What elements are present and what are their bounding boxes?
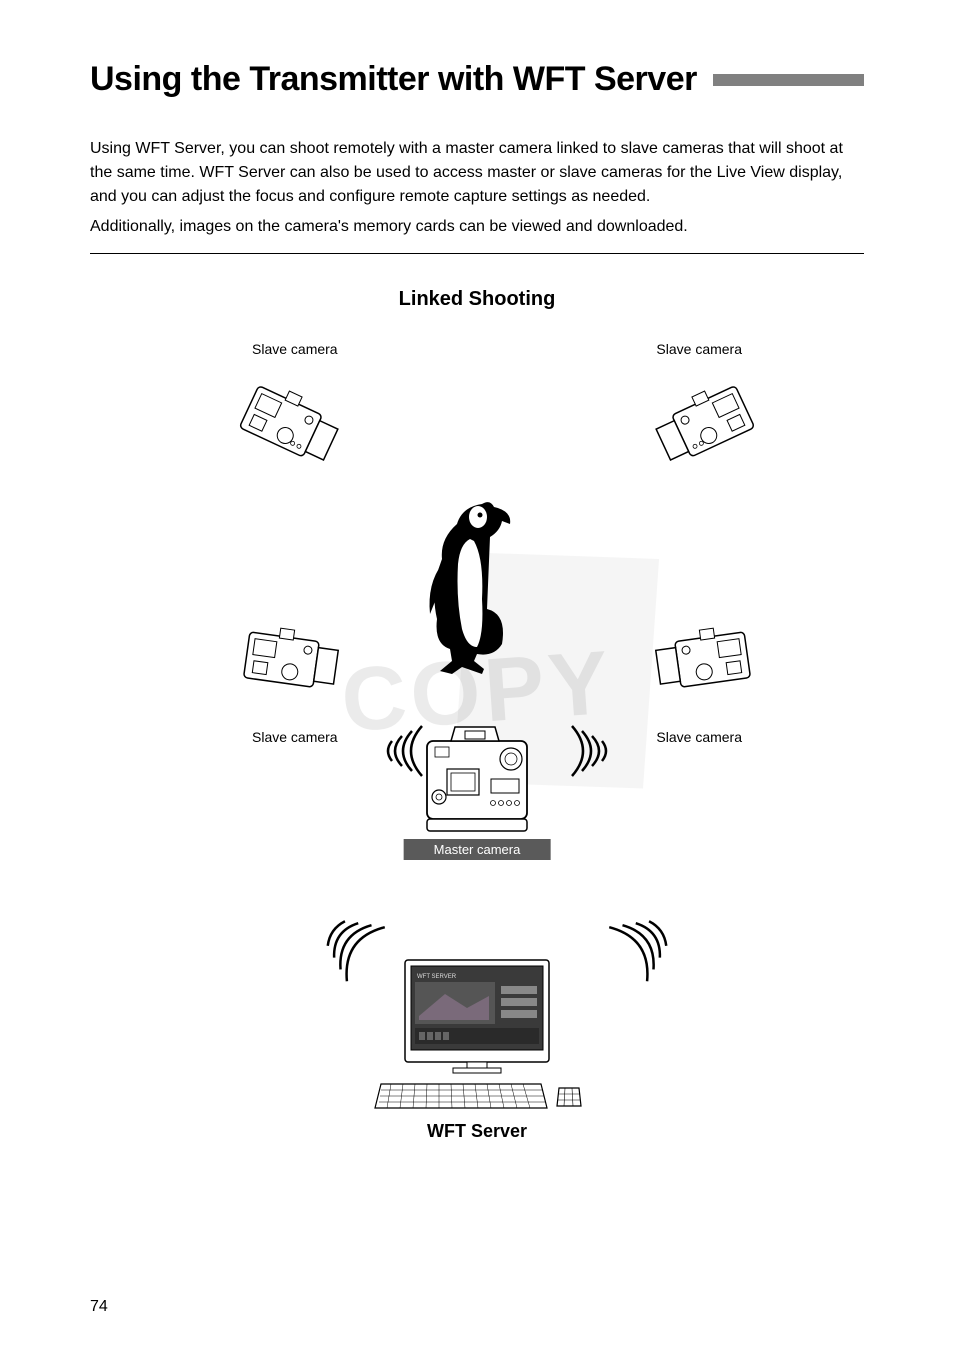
title-accent-bar <box>713 74 864 86</box>
page-title: Using the Transmitter with WFT Server <box>90 60 697 99</box>
wft-server-computer-icon: WFT SERVER <box>367 956 587 1116</box>
divider <box>90 253 864 254</box>
slave-camera-icon-tr <box>642 371 762 471</box>
wireless-waves-br-icon <box>602 896 692 986</box>
master-camera-label: Master camera <box>404 839 551 860</box>
intro-paragraph-2: Additionally, images on the camera's mem… <box>90 215 864 239</box>
screen-title: WFT SERVER <box>417 974 457 980</box>
wireless-waves-right-icon <box>552 711 632 791</box>
wft-server-label: WFT Server <box>427 1121 527 1142</box>
slave-camera-label-ml: Slave camera <box>252 729 338 745</box>
penguin-subject-icon <box>412 489 542 679</box>
slave-camera-icon-mr <box>642 606 762 706</box>
slave-camera-icon-tl <box>232 371 352 471</box>
diagram-title: Linked Shooting <box>90 288 864 311</box>
slave-camera-icon-ml <box>232 606 352 706</box>
intro-paragraph-1: Using WFT Server, you can shoot remotely… <box>90 137 864 209</box>
master-camera-icon <box>407 719 547 839</box>
title-row: Using the Transmitter with WFT Server <box>90 60 864 99</box>
slave-camera-label-tl: Slave camera <box>252 341 338 357</box>
slave-camera-label-mr: Slave camera <box>656 729 742 745</box>
page-number: 74 <box>90 1298 108 1316</box>
linked-shooting-diagram: COPY Slave camera Slave camera <box>187 341 767 1151</box>
slave-camera-label-tr: Slave camera <box>656 341 742 357</box>
